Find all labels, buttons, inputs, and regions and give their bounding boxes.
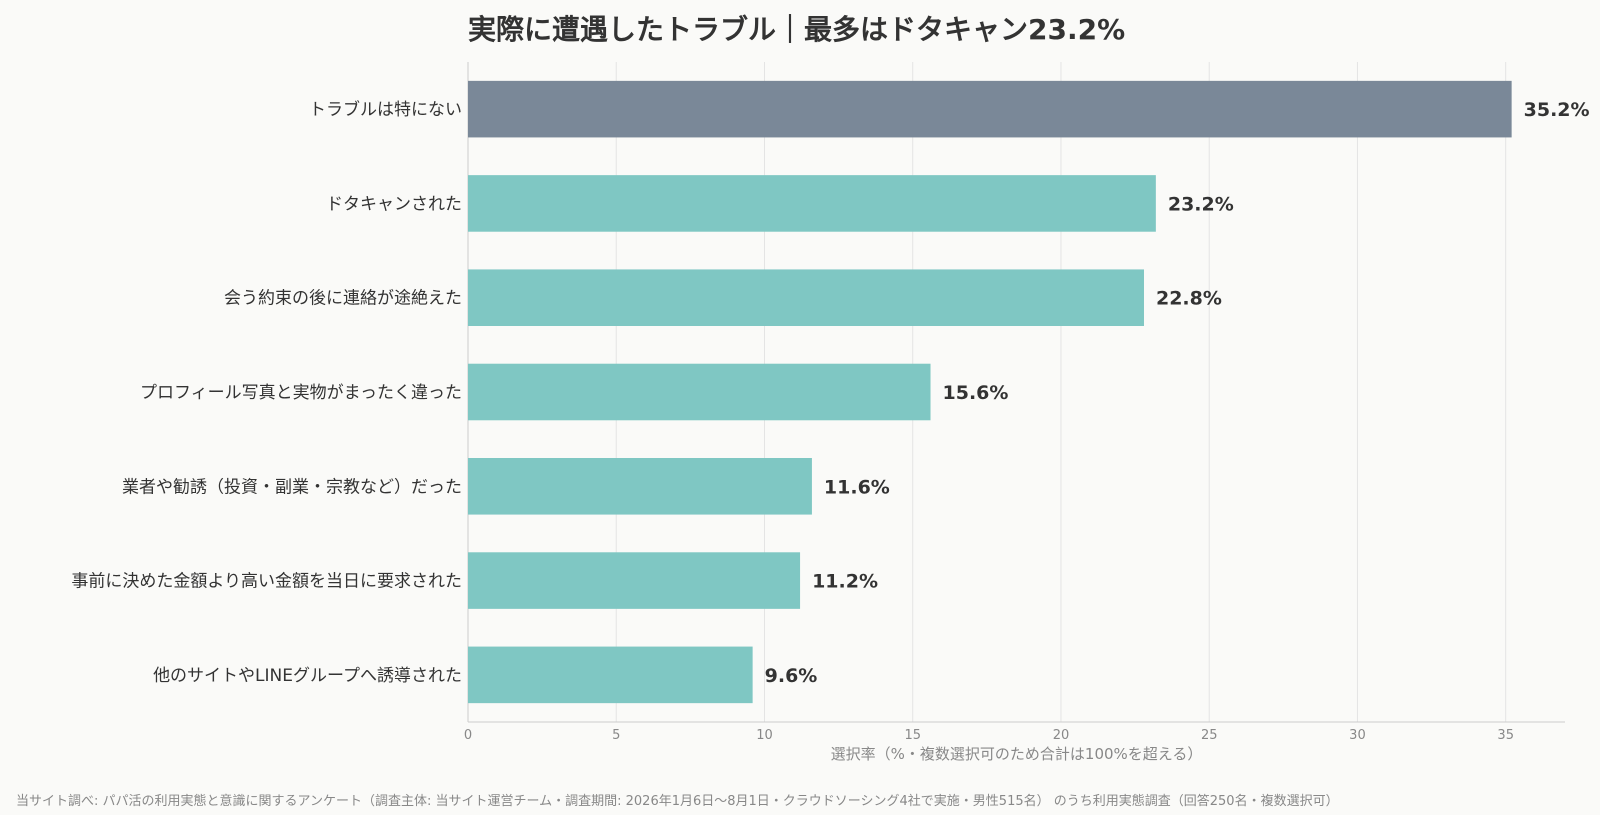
value-label: 23.2% xyxy=(1168,193,1234,215)
source-footnote: 当サイト調べ: パパ活の利用実態と意識に関するアンケート（調査主体: 当サイト運… xyxy=(16,794,1339,809)
category-label: トラブルは特にない xyxy=(309,99,462,120)
value-label: 35.2% xyxy=(1524,99,1590,121)
chart-title: 実際に遭遇したトラブル｜最多はドタキャン23.2% xyxy=(468,13,1126,46)
x-tick-label: 0 xyxy=(464,728,472,743)
category-label: 事前に決めた金額より高い金額を当日に要求された xyxy=(71,572,462,592)
value-label: 15.6% xyxy=(943,382,1009,404)
value-label: 22.8% xyxy=(1156,288,1222,310)
bar xyxy=(468,175,1156,232)
bar xyxy=(468,363,931,421)
x-tick-label: 20 xyxy=(1053,728,1070,743)
bar xyxy=(468,552,801,609)
category-label: 会う約束の後に連絡が途絶えた xyxy=(224,289,462,309)
x-tick-label: 15 xyxy=(904,728,921,743)
category-label: ドタキャンされた xyxy=(326,194,462,214)
x-tick-label: 30 xyxy=(1349,728,1366,743)
x-tick-label: 25 xyxy=(1201,728,1218,743)
bar-chart: 0 5 10 15 20 25 30 35 選択率（%・複数選択可のため合計は100%を超える）… xyxy=(71,62,1590,763)
bar xyxy=(468,646,753,704)
category-label: 業者や勧誘（投資・副業・宗教など）だった xyxy=(122,477,462,497)
x-tick-label: 10 xyxy=(756,728,773,743)
value-label: 9.6% xyxy=(765,665,818,687)
category-label: プロフィール写真と実物がまったく違った xyxy=(140,383,462,403)
x-tick-label: 35 xyxy=(1497,728,1514,743)
value-label: 11.6% xyxy=(824,476,890,498)
x-axis-label: 選択率（%・複数選択可のため合計は100%を超える） xyxy=(831,745,1203,763)
x-tick-label: 5 xyxy=(612,728,620,743)
bar xyxy=(468,269,1144,326)
value-label: 11.2% xyxy=(812,571,878,593)
bar xyxy=(468,458,812,515)
category-label: 他のサイトやLINEグループへ誘導された xyxy=(153,666,462,686)
bar xyxy=(468,80,1512,138)
